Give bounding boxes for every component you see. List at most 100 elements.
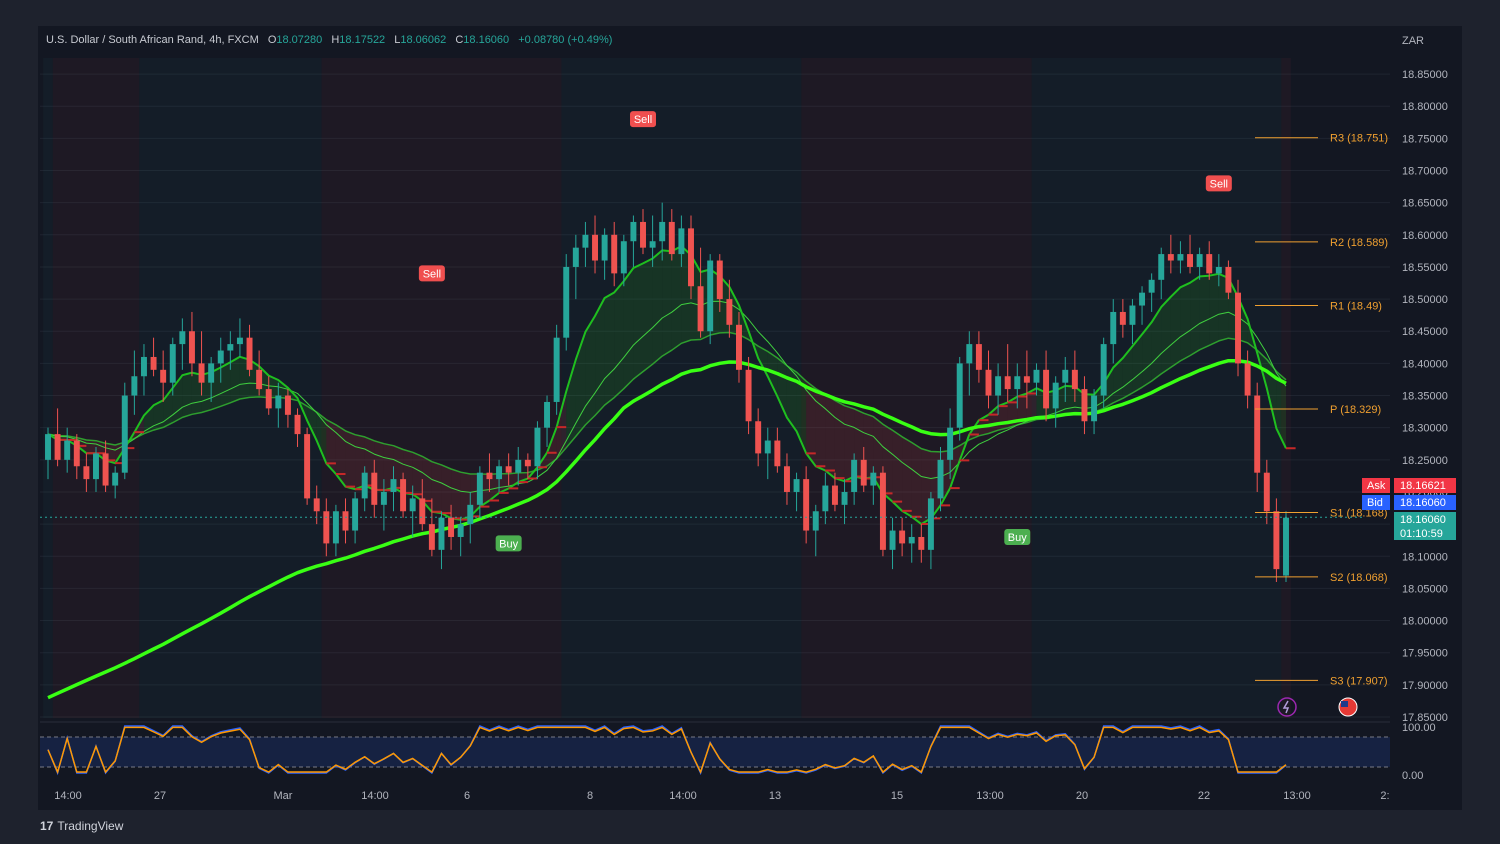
candle-body [64, 440, 71, 460]
candle-body [1177, 254, 1184, 261]
candle-body [448, 517, 455, 537]
oscillator-tick: 100.00 [1402, 722, 1436, 734]
candle-body [534, 427, 541, 467]
candle-body [1206, 254, 1213, 274]
candle-body [774, 440, 781, 467]
candle-body [131, 376, 138, 396]
candle-body [409, 498, 416, 512]
symbol-header: U.S. Dollar / South African Rand, 4h, FX… [46, 34, 612, 46]
open-label: O [267, 34, 277, 46]
candle-body [947, 427, 954, 460]
trend-zone [321, 58, 562, 718]
candle-body [73, 440, 80, 467]
price-tick: 18.80000 [1402, 101, 1448, 113]
ema-ribbon-fill [412, 452, 423, 501]
buy-signal: Buy [495, 535, 522, 552]
ema-ribbon-fill [451, 469, 461, 520]
price-tick: 18.50000 [1402, 294, 1448, 306]
sell-signal: Sell [418, 265, 445, 282]
price-tag-value: 18.16621 [1400, 480, 1446, 492]
pivot-label: R1 (18.49) [1330, 301, 1382, 313]
time-tick: 13:00 [976, 790, 1004, 802]
ema-ribbon-fill [806, 381, 816, 467]
price-tag-label-bg [1362, 478, 1390, 493]
ema-ribbon-fill [1190, 276, 1200, 356]
candle-body [688, 228, 694, 287]
time-tick: 8 [587, 790, 593, 802]
trend-zone [1281, 58, 1291, 718]
ema-ribbon-fill [422, 456, 432, 512]
symbol-name: U.S. Dollar / South African Rand, 4h, FX… [46, 34, 259, 46]
candle-body [927, 498, 934, 550]
time-tick: 27 [154, 790, 166, 802]
price-tick: 18.85000 [1402, 69, 1448, 81]
candle-body [803, 479, 810, 531]
pivot-label: R2 (18.589) [1330, 237, 1388, 249]
ema-ribbon-fill [1026, 388, 1037, 423]
oscillator-tick: 0.00 [1402, 770, 1423, 782]
candle-body [54, 434, 61, 460]
candle-body [1033, 369, 1040, 383]
candle-body [937, 459, 944, 499]
ema-ribbon-fill [1065, 385, 1075, 415]
lightning-bolt-icon [1282, 700, 1290, 714]
price-tag-bg [1394, 495, 1456, 510]
candle-body [93, 453, 99, 480]
candle-body [1225, 266, 1232, 293]
candle-body [1244, 363, 1251, 396]
price-tick: 17.95000 [1402, 648, 1448, 660]
ema-ribbon-fill [143, 405, 154, 434]
candle-body [352, 498, 359, 531]
brand[interactable]: 17 TradingView [40, 819, 123, 833]
time-tick: 13:00 [1283, 790, 1311, 802]
candle-body [793, 479, 800, 492]
candle-body [1187, 254, 1194, 267]
ema-ribbon-fill [892, 430, 903, 511]
candle-body [227, 344, 234, 351]
candle-body [592, 234, 598, 261]
candle-body [457, 524, 464, 537]
candle-body [630, 221, 637, 242]
signal-badge [1004, 528, 1031, 545]
ema-bear-line [57, 392, 1296, 526]
candle-body [563, 266, 570, 338]
ema-ribbon-fill [431, 461, 442, 514]
ema-ribbon-fill [1132, 334, 1143, 394]
candle-body [726, 299, 733, 325]
time-tick: 6 [464, 790, 470, 802]
candle-body [256, 369, 263, 390]
time-tick: 14:00 [361, 790, 389, 802]
ema-ribbon-fill [307, 406, 317, 441]
ema-ribbon-fill [1161, 296, 1171, 374]
currency-label: ZAR [1402, 35, 1424, 47]
candle-body [304, 434, 311, 499]
candle-body [1129, 305, 1136, 325]
candle-body [83, 466, 90, 480]
candle-body [812, 511, 819, 531]
candle-body [908, 536, 915, 544]
candle-body [150, 356, 157, 370]
pivot-label: S3 (17.907) [1330, 675, 1387, 687]
candle-body [1254, 395, 1261, 473]
ema-ribbon-fill [441, 464, 452, 519]
ema-ribbon-fill [1180, 282, 1191, 361]
candle-body [1100, 344, 1107, 396]
candle-body [841, 491, 848, 505]
stoch-d-line [47, 726, 1287, 775]
ema-trend-line [47, 358, 1287, 700]
candle-body [198, 363, 205, 383]
ema-ribbon-fill [191, 372, 202, 415]
candle-body [1023, 376, 1030, 383]
signal-badge [1205, 175, 1232, 192]
candle-body [620, 241, 627, 274]
trend-zone [561, 58, 802, 718]
candle-body [1167, 254, 1174, 261]
candle-body [419, 498, 426, 525]
candle-body [400, 479, 407, 512]
candle-body [428, 524, 435, 550]
candle-body [284, 395, 291, 415]
candle-body [361, 472, 368, 499]
ema-ribbon-fill [604, 292, 615, 406]
last-price: 18.16060 [1400, 514, 1446, 526]
